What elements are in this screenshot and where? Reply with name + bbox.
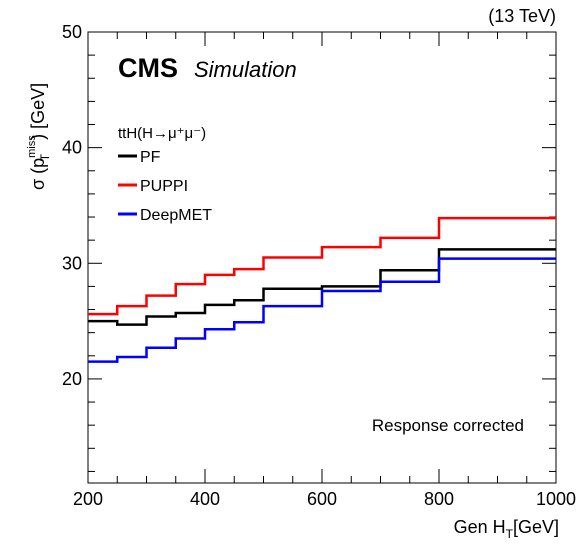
y-tick-label: 30 xyxy=(62,253,82,273)
annotation: Response corrected xyxy=(372,416,524,435)
legend-label-pf: PF xyxy=(140,149,161,166)
x-axis-title-main: Gen H xyxy=(454,517,506,537)
y-axis-title-sub: T xyxy=(38,153,52,161)
x-tick-label: 400 xyxy=(190,489,220,509)
x-axis-title-unit: [GeV] xyxy=(513,517,559,537)
series-layer xyxy=(88,216,556,363)
y-axis-title: σ (pmissT ) [GeV] xyxy=(26,83,52,190)
x-tick-label: 600 xyxy=(307,489,337,509)
x-tick-label: 200 xyxy=(73,489,103,509)
legend-header: ttH(H→μ⁺μ⁻) xyxy=(118,125,206,142)
y-tick-label: 20 xyxy=(62,369,82,389)
y-tick-label: 50 xyxy=(62,22,82,42)
y-tick-label: 40 xyxy=(62,138,82,158)
x-axis-title-sub: T xyxy=(506,527,514,541)
y-axis-title-pre: σ (p xyxy=(28,158,48,190)
legend-label-deepmet: DeepMET xyxy=(140,207,212,224)
cms-label: CMS xyxy=(118,53,178,83)
axis-ticks: 200 400 600 800 1000 20 30 40 50 xyxy=(62,22,576,509)
y-axis-title-sup: miss xyxy=(26,135,38,158)
legend: PF PUPPI DeepMET xyxy=(118,149,212,224)
series-pf xyxy=(88,248,556,326)
x-tick-label: 800 xyxy=(424,489,454,509)
x-tick-label: 1000 xyxy=(536,489,576,509)
series-deepmet xyxy=(88,257,556,363)
energy-label: (13 TeV) xyxy=(488,6,556,26)
simulation-label: Simulation xyxy=(194,57,297,82)
y-axis-title-post: ) [GeV] xyxy=(28,83,48,140)
series-puppi xyxy=(88,216,556,316)
legend-label-puppi: PUPPI xyxy=(140,178,188,195)
x-axis-title: Gen HT[GeV] xyxy=(454,517,559,541)
